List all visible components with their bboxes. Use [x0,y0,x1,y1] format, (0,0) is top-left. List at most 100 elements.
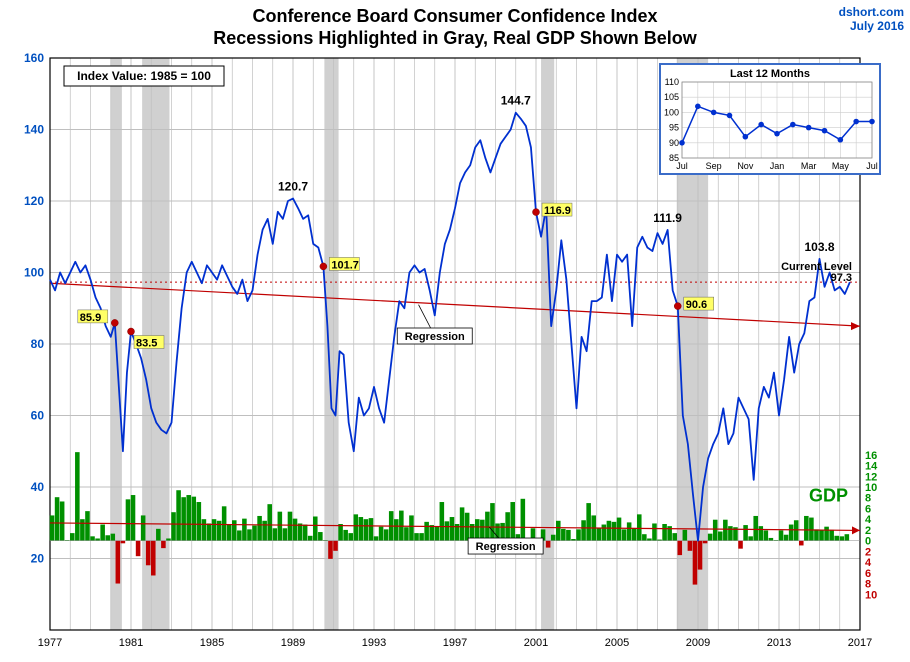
gdp-bar [819,530,824,541]
inset-title: Last 12 Months [730,68,810,80]
y-axis-label: 40 [31,480,45,494]
gdp-bar [683,530,688,541]
gdp-bar [202,519,207,540]
index-note: Index Value: 1985 = 100 [77,69,211,83]
gdp-bar [176,490,181,540]
peak-label: 111.9 [653,211,682,225]
gdp-bar [60,501,65,540]
source-date: July 2016 [850,19,904,33]
inset-point [758,122,764,128]
gdp-bar [404,527,409,540]
gdp-bar [207,523,212,540]
x-axis-label: 2001 [524,637,548,649]
gdp-bar [121,541,126,544]
chart-title-line1: Conference Board Consumer Confidence Ind… [252,6,657,26]
gdp-bar [146,541,151,566]
inset-x-label: Sep [706,161,722,171]
gdp-bar [566,530,571,541]
recession-onset-marker [674,303,681,310]
gdp-bar [343,530,348,541]
recession-onset-marker [111,319,118,326]
gdp-bar [551,535,556,541]
gdp-bar [718,532,723,541]
gdp-bar [698,541,703,570]
gdp-bar [693,541,698,585]
gdp-bar [637,514,642,540]
gdp-bar [845,534,850,540]
inset-point [695,104,701,110]
gdp-bar [789,525,794,541]
gdp-bar [834,536,839,541]
gdp-axis-label-neg: 10 [865,589,877,601]
gdp-bar [217,521,222,541]
gdp-bar [181,497,186,540]
inset-x-label: Mar [801,161,817,171]
gdp-bar [779,530,784,540]
gdp-bar [348,533,353,541]
inset-point [711,110,717,116]
gdp-bar [75,452,80,540]
gdp-bar [50,515,55,540]
gdp-bar [758,526,763,540]
gdp-bar [90,536,95,540]
gdp-bar [414,533,419,541]
x-axis-label: 1997 [443,637,467,649]
gdp-bar [353,514,358,540]
gdp-bar [288,512,293,541]
gdp-bar [490,503,495,541]
marker-label: 90.6 [686,299,707,311]
gdp-bar [333,541,338,551]
gdp-bar [252,526,257,541]
regression-callout: Regression [405,331,465,343]
gdp-bar [298,523,303,540]
x-axis-label: 2013 [767,637,791,649]
inset-point [869,119,875,125]
inset-y-label: 105 [664,92,679,102]
y-axis-label: 160 [24,51,44,65]
gdp-bar [156,529,161,541]
gdp-bar [627,522,632,540]
inset-point [838,137,844,143]
marker-label: 83.5 [136,337,157,349]
y-axis-label: 120 [24,194,44,208]
gdp-bar [647,538,652,540]
gdp-bar [748,536,753,540]
gdp-bar [384,529,389,540]
gdp-bar [394,519,399,540]
gdp-bar [581,520,586,540]
gdp-bar [764,530,769,540]
gdp-axis-label: 4 [865,514,872,526]
gdp-bar [677,541,682,555]
inset-x-label: Jan [770,161,785,171]
gdp-bar [743,525,748,541]
gdp-bar [521,499,526,541]
gdp-bar [136,541,141,557]
gdp-bar [95,538,100,540]
gdp-bar [419,533,424,541]
gdp-bar [602,525,607,541]
x-axis-label: 2017 [848,637,872,649]
gdp-bar [126,499,131,540]
gdp-bar [186,495,191,541]
gdp-bar [55,497,60,540]
inset-y-label: 110 [665,77,679,87]
gdp-bar [232,520,237,540]
gdp-bar [100,525,105,541]
regression-callout: Regression [476,541,536,553]
gdp-bar [80,519,85,540]
gdp-bar [318,532,323,541]
gdp-axis-label: 8 [865,493,871,505]
gdp-bar [257,516,262,541]
gdp-bar [364,519,369,540]
gdp-bar [434,526,439,540]
x-axis-label: 2009 [686,637,710,649]
gdp-bar [708,534,713,541]
y-axis-label: 100 [24,266,44,280]
gdp-bar [278,512,283,541]
inset-point [806,125,812,131]
x-axis-label: 1977 [38,637,62,649]
inset-point [853,119,859,125]
current-level-value: 97.3 [831,272,852,284]
gdp-bar [475,519,480,540]
gdp-bar [369,518,374,541]
